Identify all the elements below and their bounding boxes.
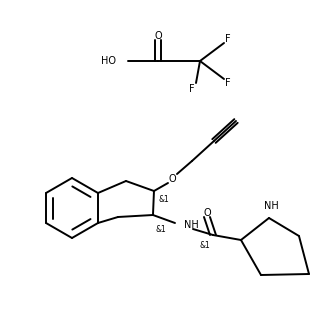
- Text: O: O: [203, 208, 211, 218]
- Text: &1: &1: [155, 224, 166, 234]
- Text: NH: NH: [264, 201, 278, 211]
- Text: F: F: [225, 34, 231, 44]
- Text: F: F: [189, 84, 195, 94]
- Text: O: O: [168, 174, 176, 184]
- Text: HO: HO: [101, 56, 116, 66]
- Text: NH: NH: [184, 220, 199, 230]
- Text: F: F: [225, 78, 231, 88]
- Text: &1: &1: [200, 241, 210, 249]
- Text: &1: &1: [159, 194, 169, 203]
- Text: O: O: [154, 31, 162, 41]
